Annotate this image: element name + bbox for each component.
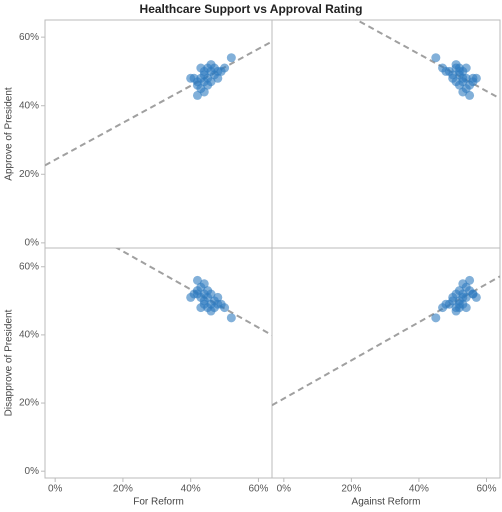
point bbox=[216, 299, 226, 309]
y-tick-label: 20% bbox=[19, 169, 39, 180]
point bbox=[441, 299, 451, 309]
point bbox=[451, 289, 461, 299]
y-axis-title: Approve of President bbox=[4, 87, 15, 181]
panel bbox=[44, 247, 273, 479]
y-axis-title: Disapprove of President bbox=[4, 309, 15, 416]
point bbox=[192, 90, 202, 100]
point bbox=[465, 275, 475, 285]
y-tick-label: 20% bbox=[19, 398, 39, 409]
point bbox=[199, 77, 209, 87]
trend-line bbox=[45, 40, 272, 167]
point bbox=[465, 90, 475, 100]
point bbox=[226, 53, 236, 63]
x-axis-title: For Reform bbox=[133, 497, 184, 508]
point bbox=[451, 77, 461, 87]
x-tick-label: 0% bbox=[48, 484, 63, 495]
panel bbox=[271, 19, 501, 249]
y-tick-label: 0% bbox=[25, 237, 40, 248]
x-tick-label: 60% bbox=[476, 484, 496, 495]
y-tick-label: 0% bbox=[25, 466, 40, 477]
point bbox=[468, 289, 478, 299]
point bbox=[431, 313, 441, 323]
y-tick-label: 60% bbox=[19, 32, 39, 43]
panel bbox=[44, 19, 273, 249]
y-tick-label: 40% bbox=[19, 100, 39, 111]
point bbox=[441, 66, 451, 76]
x-tick-label: 40% bbox=[181, 484, 201, 495]
point bbox=[213, 73, 223, 83]
y-tick-label: 60% bbox=[19, 261, 39, 272]
point bbox=[468, 77, 478, 87]
x-tick-label: 0% bbox=[277, 484, 292, 495]
point bbox=[451, 63, 461, 73]
point bbox=[213, 292, 223, 302]
point bbox=[458, 279, 468, 289]
point bbox=[458, 87, 468, 97]
x-tick-label: 20% bbox=[341, 484, 361, 495]
point bbox=[458, 289, 468, 299]
trend-line bbox=[354, 20, 500, 100]
panel bbox=[271, 247, 501, 479]
point bbox=[206, 77, 216, 87]
x-tick-label: 40% bbox=[409, 484, 429, 495]
chart-title: Healthcare Support vs Approval Rating bbox=[140, 2, 363, 16]
y-tick-label: 40% bbox=[19, 330, 39, 341]
point bbox=[216, 66, 226, 76]
point bbox=[206, 289, 216, 299]
point bbox=[192, 275, 202, 285]
point bbox=[199, 279, 209, 289]
trend-line bbox=[114, 248, 272, 337]
x-tick-label: 60% bbox=[248, 484, 268, 495]
x-axis-title: Against Reform bbox=[352, 497, 421, 508]
point bbox=[431, 53, 441, 63]
point bbox=[458, 77, 468, 87]
x-tick-label: 20% bbox=[113, 484, 133, 495]
point bbox=[199, 289, 209, 299]
trend-line bbox=[272, 275, 500, 407]
point bbox=[226, 313, 236, 323]
point bbox=[199, 87, 209, 97]
point bbox=[451, 303, 461, 313]
